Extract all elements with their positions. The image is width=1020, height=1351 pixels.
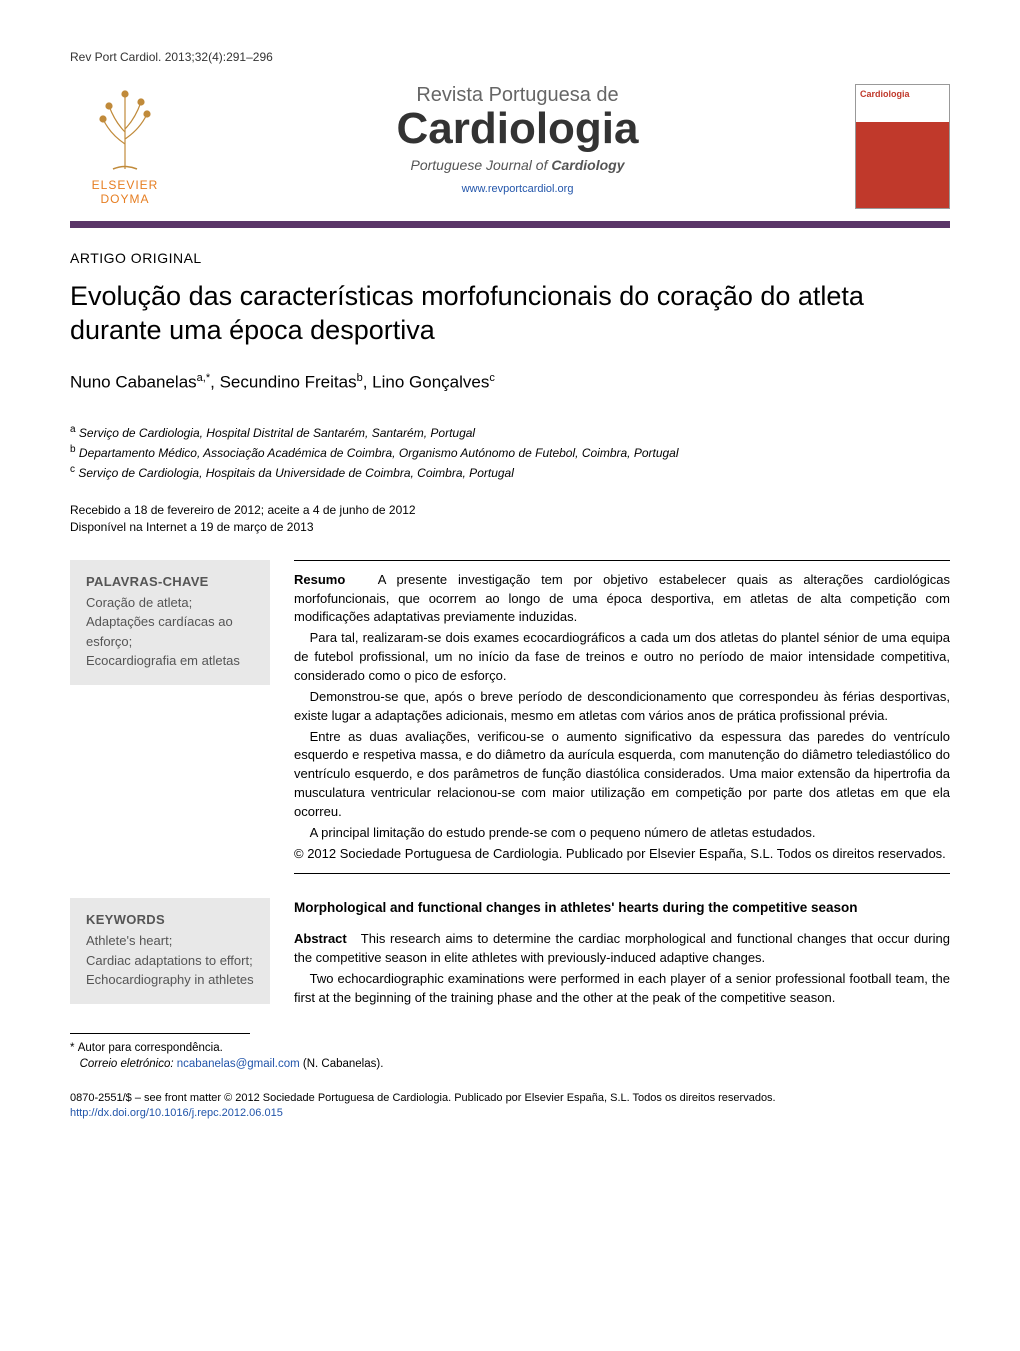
journal-title-block: Revista Portuguesa de Cardiologia Portug… <box>180 84 855 195</box>
keywords-pt-list: Coração de atleta;Adaptações cardíacas a… <box>86 593 254 671</box>
journal-subtitle: Portuguese Journal of Cardiology <box>180 157 855 173</box>
keywords-pt-heading: PALAVRAS-CHAVE <box>86 574 254 589</box>
article-type: ARTIGO ORIGINAL <box>70 250 950 266</box>
doi-link[interactable]: http://dx.doi.org/10.1016/j.repc.2012.06… <box>70 1106 950 1121</box>
keywords-en-heading: KEYWORDS <box>86 912 254 927</box>
keywords-en-list: Athlete's heart;Cardiac adaptations to e… <box>86 931 254 990</box>
article-history: Recebido a 18 de fevereiro de 2012; acei… <box>70 502 950 536</box>
journal-url[interactable]: www.revportcardiol.org <box>180 183 855 195</box>
publisher-name: ELSEVIER DOYMA <box>92 178 159 207</box>
elsevier-tree-icon <box>85 84 165 174</box>
footnote-rule <box>70 1033 250 1034</box>
journal-header: ELSEVIER DOYMA Revista Portuguesa de Car… <box>70 84 950 209</box>
abstract-en-body: Morphological and functional changes in … <box>294 898 950 1009</box>
keywords-pt-box: PALAVRAS-CHAVE Coração de atleta;Adaptaç… <box>70 560 270 685</box>
footer-info: 0870-2551/$ – see front matter © 2012 So… <box>70 1091 950 1122</box>
authors-line: Nuno Cabanelasa,*, Secundino Freitasb, L… <box>70 372 950 393</box>
abstract-pt-block: PALAVRAS-CHAVE Coração de atleta;Adaptaç… <box>70 560 950 875</box>
corresponding-email[interactable]: ncabanelas@gmail.com <box>177 1058 300 1070</box>
keywords-en-box: KEYWORDS Athlete's heart;Cardiac adaptat… <box>70 898 270 1004</box>
footnotes: * Autor para correspondência. Correio el… <box>70 1040 950 1072</box>
citation-line: Rev Port Cardiol. 2013;32(4):291–296 <box>70 50 950 64</box>
header-color-bar <box>70 221 950 228</box>
journal-main-title: Cardiologia <box>180 107 855 151</box>
publisher-logo: ELSEVIER DOYMA <box>70 84 180 207</box>
abstract-en-title: Morphological and functional changes in … <box>294 898 950 918</box>
affiliations: a Serviço de Cardiologia, Hospital Distr… <box>70 422 950 482</box>
abstract-en-block: KEYWORDS Athlete's heart;Cardiac adaptat… <box>70 898 950 1009</box>
abstract-pt-body: Resumo A presente investigação tem por o… <box>294 560 950 875</box>
article-title: Evolução das características morfofuncio… <box>70 280 950 348</box>
journal-cover-thumbnail: Cardiologia <box>855 84 950 209</box>
